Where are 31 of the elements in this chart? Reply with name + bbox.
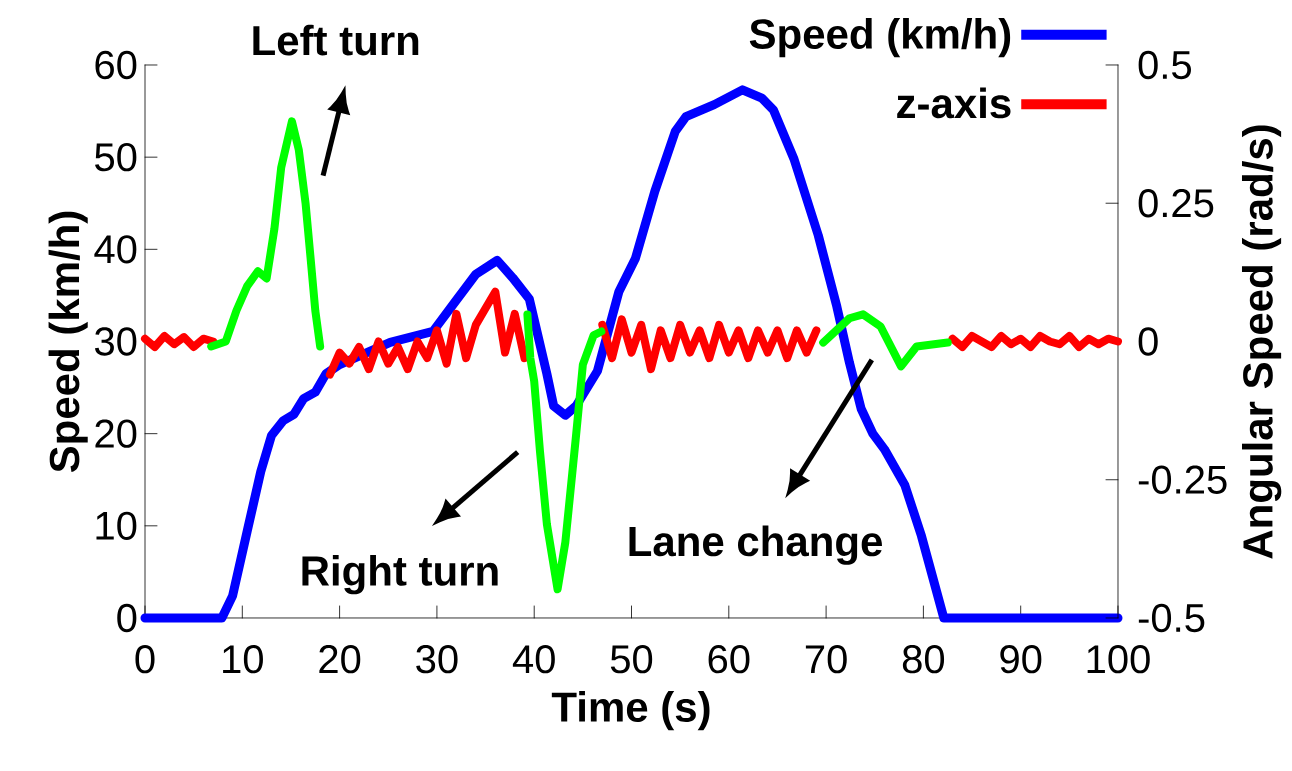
y-tick-label: 60 (95, 50, 137, 80)
legend-label: Speed (km/h) (749, 18, 1011, 58)
y-tick-label: 30 (94, 327, 137, 356)
y2-tick-label: 0.25 (1138, 189, 1214, 218)
annotation: Right turn (302, 555, 498, 595)
x-tick-label: 70 (805, 645, 847, 674)
x-tick-label: 60 (708, 645, 750, 674)
y2-tick-label: 0 (1138, 327, 1158, 356)
x-tick-label: 0 (135, 645, 155, 674)
text: Left turn (253, 24, 419, 56)
x-axis-title: Time (s) (551, 691, 710, 731)
x-tick-label: 10 (223, 645, 263, 674)
x-tick-label: 30 (416, 645, 458, 674)
y2-tick-label: -0.25 (1138, 465, 1227, 494)
y2-axis-title: Angular Speed (rad/s) (1241, 125, 1282, 559)
x-tick-label: 90 (1000, 645, 1042, 674)
x-tick-label: 80 (902, 645, 945, 674)
x-tick-label: 20 (319, 645, 361, 674)
annotation: Lane change (629, 525, 882, 565)
y2-tick-label: 0.5 (1138, 50, 1191, 80)
y2-tick-label: -0.5 (1138, 603, 1205, 633)
x-tick-label: 50 (610, 645, 653, 674)
y-tick-label: 20 (95, 419, 137, 448)
y-tick-label: 0 (117, 603, 137, 633)
y-tick-label: 40 (94, 235, 137, 264)
y-axis-title: Speed (km/h) (48, 211, 88, 473)
x-tick-label: 40 (512, 645, 555, 674)
legend-label: z-axis (897, 87, 1011, 119)
y-tick-label: 50 (95, 143, 137, 172)
y-tick-label: 10 (96, 511, 137, 540)
x-tick-label: 100 (1087, 645, 1150, 674)
